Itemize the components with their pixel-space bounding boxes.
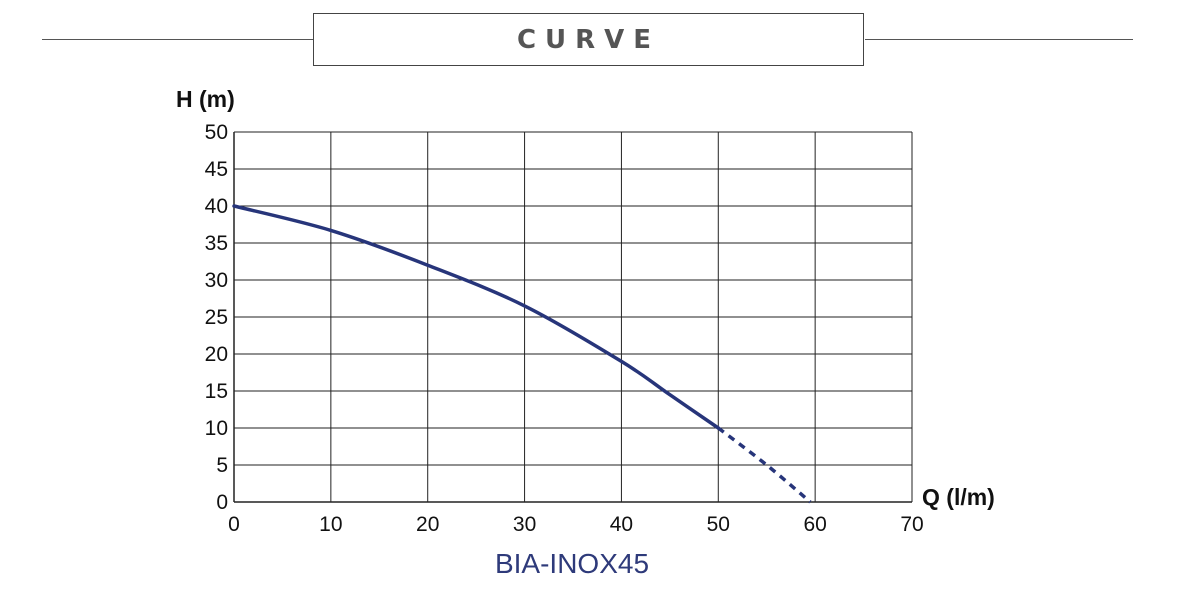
y-tick-label: 20 xyxy=(205,343,228,366)
y-tick-label: 45 xyxy=(205,158,228,181)
series-line-solid xyxy=(232,204,721,430)
y-tick-label: 50 xyxy=(205,121,228,144)
y-tick-label: 40 xyxy=(205,195,228,218)
y-tick-labels: 0 5 10 15 20 25 30 35 40 45 50 xyxy=(205,121,228,514)
x-tick-label: 60 xyxy=(803,513,826,536)
x-tick-label: 10 xyxy=(319,513,342,536)
y-tick-label: 10 xyxy=(205,417,228,440)
x-tick-label: 0 xyxy=(228,513,240,536)
chart-grid xyxy=(233,131,913,503)
y-tick-label: 5 xyxy=(216,454,228,477)
x-tick-label: 40 xyxy=(610,513,633,536)
y-tick-label: 15 xyxy=(205,380,228,403)
header-rule-left xyxy=(42,39,314,40)
x-tick-label: 50 xyxy=(707,513,730,536)
header-box: CURVE xyxy=(313,13,864,66)
x-tick-label: 20 xyxy=(416,513,439,536)
y-axis-label: H (m) xyxy=(176,86,235,112)
model-name: BIA-INOX45 xyxy=(495,548,649,579)
series-line-dashed xyxy=(717,426,812,504)
y-tick-label: 0 xyxy=(216,491,228,514)
x-tick-label: 70 xyxy=(900,513,923,536)
header-rule-right xyxy=(865,39,1133,40)
y-tick-label: 30 xyxy=(205,269,228,292)
header-title: CURVE xyxy=(516,24,661,55)
x-tick-label: 30 xyxy=(513,513,536,536)
x-tick-labels: 0 10 20 30 40 50 60 70 xyxy=(228,513,924,536)
y-tick-label: 25 xyxy=(205,306,228,329)
y-tick-label: 35 xyxy=(205,232,228,255)
x-axis-label: Q (l/m) xyxy=(922,484,995,510)
